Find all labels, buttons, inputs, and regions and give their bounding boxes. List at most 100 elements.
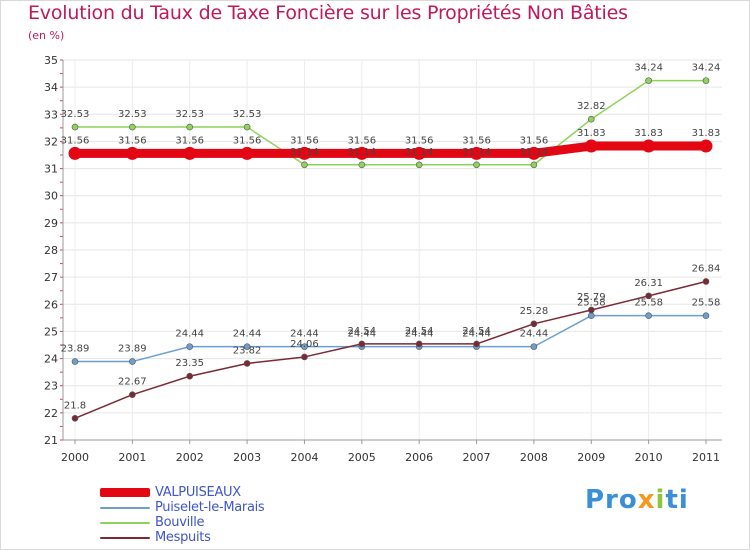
data-label-mespuits: 22.67: [118, 377, 147, 388]
chart-title: Evolution du Taux de Taxe Foncière sur l…: [28, 2, 628, 24]
data-label-mespuits: 25.79: [577, 292, 606, 303]
data-label-valpuiseaux: 31.56: [233, 135, 262, 146]
logo-part-1: Pro: [585, 485, 638, 515]
data-point-bouville: [530, 161, 538, 169]
legend-item-mespuits: Mespuits: [100, 530, 400, 545]
data-point-mespuits: [473, 340, 480, 348]
data-label-mespuits: 23.35: [175, 358, 204, 369]
data-point-bouville: [645, 77, 652, 84]
data-label-valpuiseaux: 31.83: [577, 128, 606, 139]
x-tick-label: 2002: [176, 451, 204, 464]
data-point-mespuits: [702, 278, 710, 285]
y-tick-label: 28: [44, 244, 58, 257]
data-label-mespuits: 24.54: [462, 326, 491, 337]
data-label-puiselet-le-marais: 25.58: [692, 298, 721, 309]
data-point-puiselet-le-marais: [587, 312, 595, 319]
x-tick-label: 2001: [118, 451, 146, 464]
data-point-valpuiseaux: [470, 146, 484, 160]
data-point-valpuiseaux: [642, 139, 656, 153]
data-point-mespuits: [186, 372, 194, 380]
legend-swatch-mespuits: [100, 537, 150, 539]
y-tick-label: 21: [44, 434, 58, 447]
data-label-bouville: 31.14: [520, 147, 549, 158]
x-tick-label: 2008: [520, 451, 548, 464]
data-label-mespuits: 24.54: [405, 326, 434, 337]
legend-label-valpuiseaux: VALPUISEAUX: [155, 485, 241, 500]
data-label-puiselet-le-marais: 24.44: [520, 329, 549, 340]
chart-legend: VALPUISEAUX Puiselet-le-Marais Bouville …: [100, 485, 400, 545]
y-tick-label: 31: [44, 163, 58, 176]
data-label-mespuits: 24.06: [290, 339, 319, 350]
series-line-bouville: [74, 79, 707, 166]
y-tick-label: 22: [44, 407, 58, 420]
x-tick-label: 2009: [577, 451, 605, 464]
data-label-bouville: 32.53: [175, 109, 204, 120]
data-label-valpuiseaux: 31.56: [175, 135, 204, 146]
x-tick-label: 2007: [463, 451, 491, 464]
data-label-bouville: 31.14: [462, 147, 491, 158]
y-tick-label: 35: [44, 54, 58, 67]
y-tick-label: 33: [44, 108, 58, 121]
legend-item-bouville: Bouville: [100, 515, 400, 530]
data-point-valpuiseaux: [68, 146, 82, 160]
data-label-bouville: 31.14: [405, 147, 434, 158]
logo-part-3: i: [655, 485, 666, 515]
data-label-bouville: 32.53: [233, 109, 262, 120]
y-tick-label: 24: [44, 353, 58, 366]
data-point-bouville: [702, 77, 710, 84]
data-label-bouville: 31.14: [290, 147, 319, 158]
data-label-mespuits: 23.82: [233, 345, 262, 356]
legend-label-bouville: Bouville: [155, 515, 205, 530]
data-point-valpuiseaux: [297, 146, 311, 160]
data-point-puiselet-le-marais: [71, 358, 79, 365]
series-line-mespuits: [74, 280, 707, 420]
y-tick-label: 29: [44, 217, 58, 230]
data-point-bouville: [186, 123, 194, 131]
data-point-bouville: [243, 123, 251, 131]
data-point-valpuiseaux: [699, 139, 713, 153]
data-label-bouville: 32.53: [61, 109, 90, 120]
y-tick-label: 27: [44, 271, 58, 284]
data-point-mespuits: [71, 414, 79, 422]
y-tick-label: 25: [44, 325, 58, 338]
data-point-valpuiseaux: [183, 146, 197, 160]
data-label-mespuits: 25.28: [520, 306, 549, 317]
data-label-valpuiseaux: 31.56: [290, 135, 319, 146]
data-point-valpuiseaux: [412, 146, 426, 160]
data-point-puiselet-le-marais: [243, 343, 251, 350]
logo-part-4: ti: [665, 485, 689, 515]
data-label-puiselet-le-marais: 24.44: [462, 329, 491, 340]
data-label-valpuiseaux: 31.56: [61, 135, 90, 146]
x-tick-label: 2011: [692, 451, 720, 464]
data-point-bouville: [358, 161, 366, 169]
data-label-puiselet-le-marais: 24.44: [405, 329, 434, 340]
data-label-puiselet-le-marais: 24.44: [233, 329, 262, 340]
x-tick-label: 2005: [348, 451, 376, 464]
data-point-valpuiseaux: [355, 146, 369, 160]
data-label-valpuiseaux: 31.56: [118, 135, 147, 146]
data-label-valpuiseaux: 31.56: [520, 135, 549, 146]
x-tick-label: 2003: [233, 451, 261, 464]
data-label-puiselet-le-marais: 25.58: [634, 298, 663, 309]
data-label-mespuits: 26.31: [634, 278, 663, 289]
data-point-puiselet-le-marais: [186, 343, 194, 350]
chart-unit-label: (en %): [28, 29, 65, 42]
y-tick-label: 26: [44, 298, 58, 311]
data-label-valpuiseaux: 31.56: [405, 135, 434, 146]
data-point-bouville: [301, 161, 308, 169]
data-point-mespuits: [530, 320, 538, 328]
legend-swatch-bouville: [100, 522, 150, 524]
data-point-bouville: [473, 161, 480, 169]
x-tick-label: 2010: [635, 451, 663, 464]
data-point-puiselet-le-marais: [530, 343, 538, 350]
data-point-valpuiseaux: [527, 146, 541, 160]
series-line-valpuiseaux: [70, 141, 711, 158]
proxiti-logo: Proxiti: [585, 485, 689, 515]
logo-part-2: x: [637, 485, 656, 515]
x-tick-label: 2004: [290, 451, 318, 464]
data-label-puiselet-le-marais: 25.58: [577, 298, 606, 309]
data-label-valpuiseaux: 31.83: [692, 128, 721, 139]
data-point-mespuits: [243, 360, 251, 367]
data-point-bouville: [587, 115, 595, 123]
data-point-mespuits: [645, 292, 652, 300]
